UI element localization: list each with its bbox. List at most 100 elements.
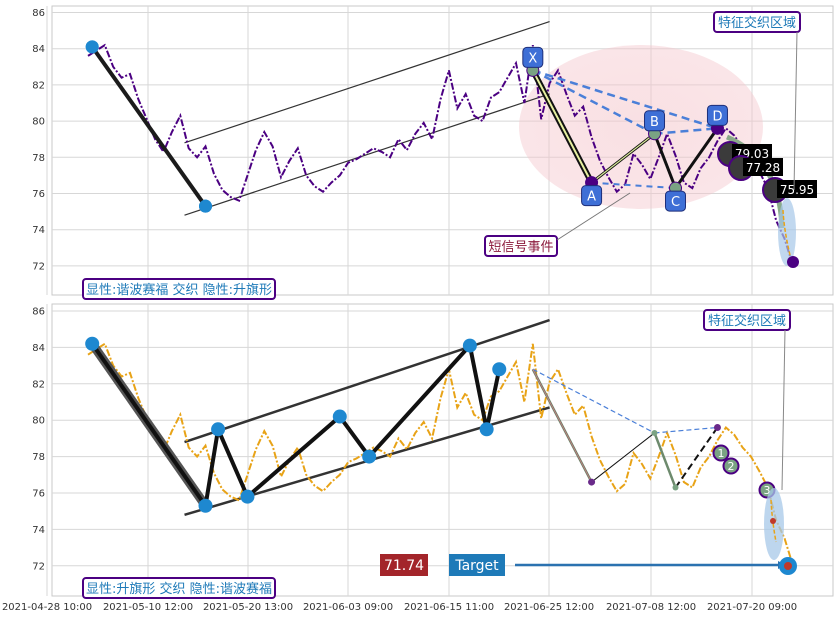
y-tick-label: 84 [32,343,45,354]
bottom-pattern-legend: 显性:升旗形 交织 隐性:谐波赛福 [86,581,272,597]
bottom-pivots [85,336,507,513]
bottom-grid [46,304,833,596]
target-zone [764,488,784,560]
pattern-ratio-xd [532,69,718,130]
price-series-line [87,342,794,567]
pivot-point-cap [199,199,212,213]
y-tick-label: 72 [32,561,45,572]
pattern-label-box-B [644,110,666,132]
step-marker [722,457,740,475]
pattern-label-box-A [581,185,603,207]
channel-line [184,20,550,144]
y-tick-label: 74 [32,525,45,536]
price-series-line [87,43,794,267]
x-tick-label: 2021-06-15 11:00 [404,602,494,613]
price-label: 77.28 [746,161,780,175]
target-box-bg [449,554,505,576]
proj-leg-cd [674,426,719,489]
proj-leg-bc [653,432,677,488]
channel-line [184,93,550,216]
zone-pointer [793,31,798,191]
x-tick-label: 2021-04-28 10:00 [2,602,92,613]
pattern-leg-bc [653,133,677,189]
top-pattern-legend-box [82,278,276,300]
proj-point-A [588,478,596,486]
x-tick-label: 2021-05-10 12:00 [103,602,193,613]
y-tick-label: 78 [32,153,45,164]
channel-line-upper [184,318,551,444]
target-point-core [784,562,792,570]
y-tick-label: 80 [32,117,45,128]
price-box-text: 71.74 [384,558,424,574]
pivot-point-cap [85,40,99,54]
y-tick-label: 86 [32,307,45,318]
zone-label-top-box [713,11,801,33]
proj-ratio-bd [654,426,718,434]
pattern-label-B: B [650,115,659,130]
zigzag-pivot [85,336,100,351]
pattern-ratio-bd [654,127,718,136]
bottom-series [87,342,794,567]
proj-point-B [651,429,658,436]
zigzag-pivot [198,498,213,513]
short-signal-label: 短信号事件 [488,240,553,255]
price-label-box [777,180,817,198]
zone-label-top: 特征交织区域 [718,15,796,31]
pattern-label-A: A [587,190,596,205]
target-zone [778,198,796,266]
zone-label-bottom-box [703,309,791,331]
pattern-leg-cd [674,127,719,189]
pattern-label-C: C [671,195,680,210]
top-xabcd-pattern: X A B C D [522,46,728,212]
bottom-x-ticks: 2021-04-28 10:00 2021-05-10 12:00 2021-05-… [2,602,797,613]
target-box-text: Target [454,558,499,574]
pattern-ratio-ac [591,181,676,190]
proj-point-C [672,484,679,491]
price-label: 75.95 [780,183,814,197]
pattern-label-box-C [665,190,686,212]
pattern-label-box-D [706,104,728,126]
step-label: 1 [718,447,725,460]
zigzag-pivot [240,489,255,504]
zone-pointer [781,329,786,491]
pivot-leg [90,45,208,208]
price-label-box [743,158,783,176]
proj-ratio-xb [532,368,655,434]
y-tick-label: 82 [32,379,45,390]
zigzag-pivot [332,409,347,424]
pattern-leg-ab-inner [591,133,655,184]
projection-line [782,209,791,256]
price-box-bg [380,554,428,576]
zone-label-bottom: 特征交织区域 [708,313,786,329]
x-tick-label: 2021-05-20 13:00 [203,602,293,613]
bottom-pattern-legend-box [82,577,276,599]
pattern-label-D: D [712,109,722,124]
top-y-ticks: 72 74 76 78 80 82 84 86 [32,8,45,272]
zigzag-pivot [211,422,226,437]
y-tick-label: 72 [32,261,45,272]
y-tick-label: 76 [32,489,45,500]
pattern-label-X: X [528,51,537,66]
projection-point [770,518,776,524]
zigzag-pivot [492,362,507,377]
short-signal-label-box [484,235,558,257]
top-pattern-legend: 显性:谐波赛福 交织 隐性:升旗形 [86,282,272,298]
projection-endpoint [787,256,799,268]
proj-point-D [713,423,721,431]
y-tick-label: 78 [32,452,45,463]
pattern-ratio-xb [532,69,656,135]
bottom-panel: 72 74 76 78 80 82 84 86 2021-04-28 10:00 2021-05… [2,303,834,613]
step-label: 2 [728,460,735,473]
bottom-pattern: 12 3 [531,368,784,560]
y-tick-label: 74 [32,225,45,236]
proj-leg-xa-accent [532,369,593,483]
y-tick-label: 80 [32,416,45,427]
top-pivots [85,40,212,213]
y-tick-label: 84 [32,44,45,55]
zigzag-pivot [362,449,377,464]
